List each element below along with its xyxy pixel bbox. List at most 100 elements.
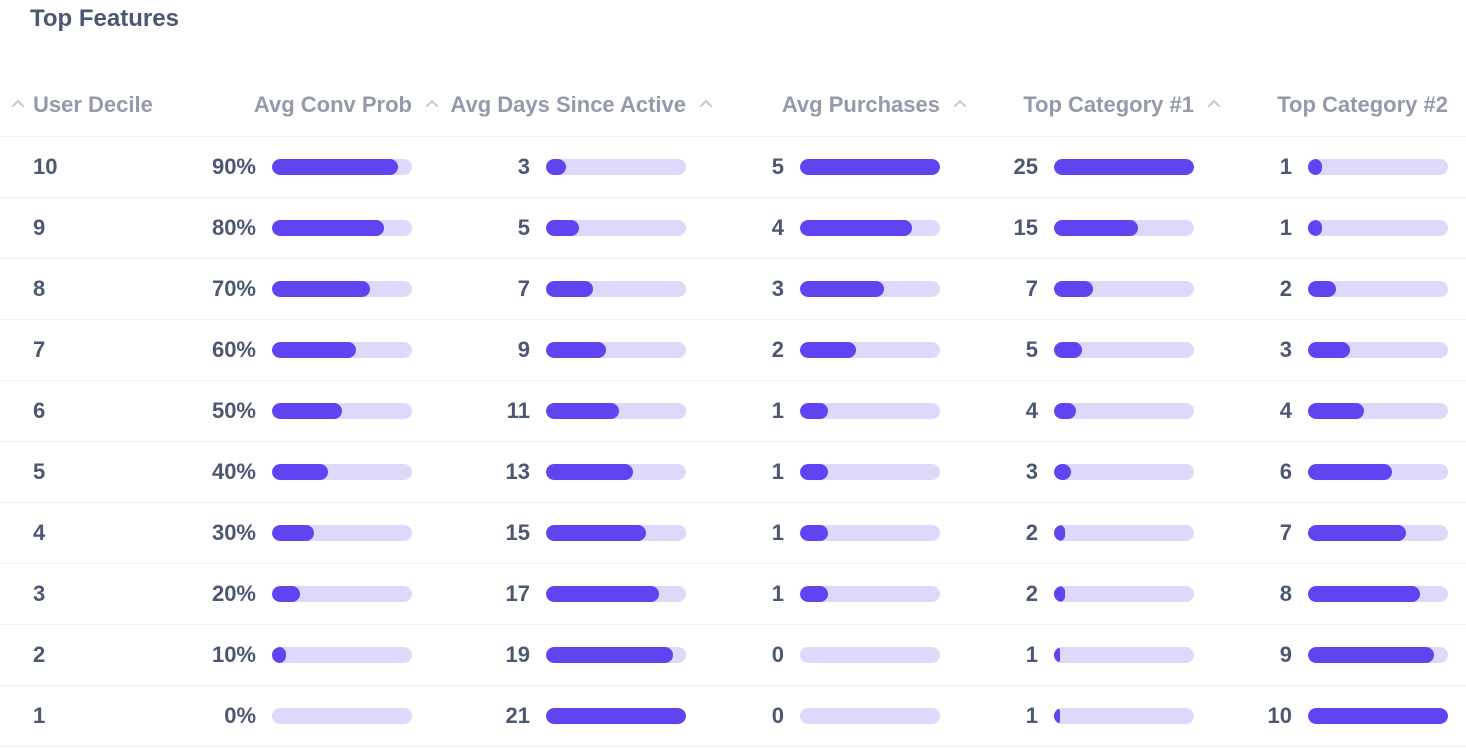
bar-track-days <box>546 159 686 175</box>
column-header-label: Avg Purchases <box>781 92 940 117</box>
bar-fill-cat2 <box>1308 403 1364 419</box>
bar-fill-purchases <box>800 586 828 602</box>
cell-days: 21 <box>505 703 530 728</box>
table-header-row: User Decile Avg Conv Prob Avg Days Since A… <box>0 74 1466 137</box>
bar-fill-days <box>546 220 579 236</box>
page-title: Top Features <box>30 5 179 32</box>
bar-fill-cat2 <box>1308 342 1350 358</box>
bar-fill-purchases <box>800 464 828 480</box>
column-header-label: Avg Days Since Active <box>450 92 686 117</box>
cell-purchases: 2 <box>771 337 784 362</box>
cell-cat1: 5 <box>1025 337 1038 362</box>
cell-decile: 3 <box>33 581 46 606</box>
bar-track-purchases <box>800 525 940 541</box>
cell-purchases: 1 <box>771 398 784 423</box>
bar-fill-cat2 <box>1308 220 1322 236</box>
cell-decile: 10 <box>33 154 58 179</box>
column-header-label: Top Category #2 <box>1277 92 1448 117</box>
bar-fill-days <box>546 342 606 358</box>
column-header-conv[interactable]: Avg Conv Prob <box>254 74 412 136</box>
cell-conv: 10% <box>211 642 256 667</box>
bar-fill-conv <box>272 342 356 358</box>
bar-fill-cat1 <box>1054 525 1065 541</box>
bar-track-conv <box>272 464 412 480</box>
cell-decile: 5 <box>33 459 46 484</box>
bar-track-purchases <box>800 220 940 236</box>
table-body: 10 90% 3 5 25 1 9 80% 5 4 15 1 8 70% 7 3 7 2 7 60% 9 2 5 3 6 50% 1… <box>0 137 1466 747</box>
bar-fill-cat1 <box>1054 586 1065 602</box>
cell-purchases: 1 <box>771 581 784 606</box>
bar-track-cat1 <box>1054 708 1194 724</box>
chevron-up-icon[interactable] <box>424 74 440 136</box>
table-row: 8 70% 7 3 7 2 <box>0 259 1466 320</box>
cell-conv: 70% <box>211 276 256 301</box>
column-header-purchases[interactable]: Avg Purchases <box>782 74 940 136</box>
table-row: 3 20% 17 1 2 8 <box>0 564 1466 625</box>
cell-cat2: 9 <box>1279 642 1292 667</box>
column-header-label: User Decile <box>33 92 153 117</box>
bar-track-days <box>546 647 686 663</box>
cell-purchases: 5 <box>771 154 784 179</box>
bar-track-days <box>546 708 686 724</box>
bar-track-purchases <box>800 708 940 724</box>
column-header-cat2[interactable]: Top Category #2 <box>1277 74 1448 136</box>
bar-fill-conv <box>272 464 328 480</box>
features-table: User Decile Avg Conv Prob Avg Days Since A… <box>0 74 1466 747</box>
column-header-decile[interactable]: User Decile <box>33 74 153 136</box>
chevron-up-icon[interactable] <box>1206 74 1222 136</box>
cell-days: 13 <box>505 459 530 484</box>
bar-track-purchases <box>800 342 940 358</box>
column-header-label: Top Category #1 <box>1023 92 1194 117</box>
cell-conv: 40% <box>211 459 256 484</box>
cell-days: 5 <box>517 215 530 240</box>
cell-cat2: 1 <box>1279 215 1292 240</box>
bar-track-cat2 <box>1308 464 1448 480</box>
bar-fill-cat2 <box>1308 586 1420 602</box>
bar-fill-days <box>546 525 646 541</box>
bar-track-days <box>546 342 686 358</box>
table-row: 5 40% 13 1 3 6 <box>0 442 1466 503</box>
chevron-up-icon[interactable] <box>698 74 714 136</box>
bar-track-cat1 <box>1054 342 1194 358</box>
bar-track-conv <box>272 647 412 663</box>
bar-fill-days <box>546 159 566 175</box>
bar-fill-cat1 <box>1054 281 1093 297</box>
cell-cat2: 6 <box>1279 459 1292 484</box>
bar-track-days <box>546 464 686 480</box>
cell-cat1: 4 <box>1025 398 1038 423</box>
bar-track-cat1 <box>1054 403 1194 419</box>
cell-cat1: 25 <box>1013 154 1038 179</box>
bar-track-cat2 <box>1308 281 1448 297</box>
bar-track-cat2 <box>1308 342 1448 358</box>
cell-cat2: 4 <box>1279 398 1292 423</box>
bar-fill-purchases <box>800 403 828 419</box>
cell-days: 9 <box>517 337 530 362</box>
cell-cat1: 2 <box>1025 581 1038 606</box>
bar-track-cat1 <box>1054 647 1194 663</box>
cell-cat1: 3 <box>1025 459 1038 484</box>
cell-cat1: 1 <box>1025 642 1038 667</box>
bar-track-days <box>546 403 686 419</box>
cell-days: 11 <box>506 398 530 423</box>
bar-track-cat2 <box>1308 708 1448 724</box>
bar-track-days <box>546 220 686 236</box>
bar-track-conv <box>272 708 412 724</box>
bar-track-conv <box>272 281 412 297</box>
chevron-up-icon[interactable] <box>952 74 968 136</box>
column-header-days[interactable]: Avg Days Since Active <box>450 74 686 136</box>
bar-track-days <box>546 525 686 541</box>
bar-fill-purchases <box>800 281 884 297</box>
bar-track-cat2 <box>1308 220 1448 236</box>
cell-cat2: 8 <box>1279 581 1292 606</box>
cell-decile: 6 <box>33 398 46 423</box>
bar-fill-days <box>546 708 686 724</box>
chevron-up-icon[interactable] <box>10 74 26 136</box>
column-header-cat1[interactable]: Top Category #1 <box>1023 74 1194 136</box>
bar-fill-cat2 <box>1308 647 1434 663</box>
bar-track-conv <box>272 586 412 602</box>
cell-cat2: 1 <box>1279 154 1292 179</box>
bar-fill-days <box>546 586 659 602</box>
bar-fill-days <box>546 464 633 480</box>
table-row: 10 90% 3 5 25 1 <box>0 137 1466 198</box>
bar-fill-conv <box>272 220 384 236</box>
